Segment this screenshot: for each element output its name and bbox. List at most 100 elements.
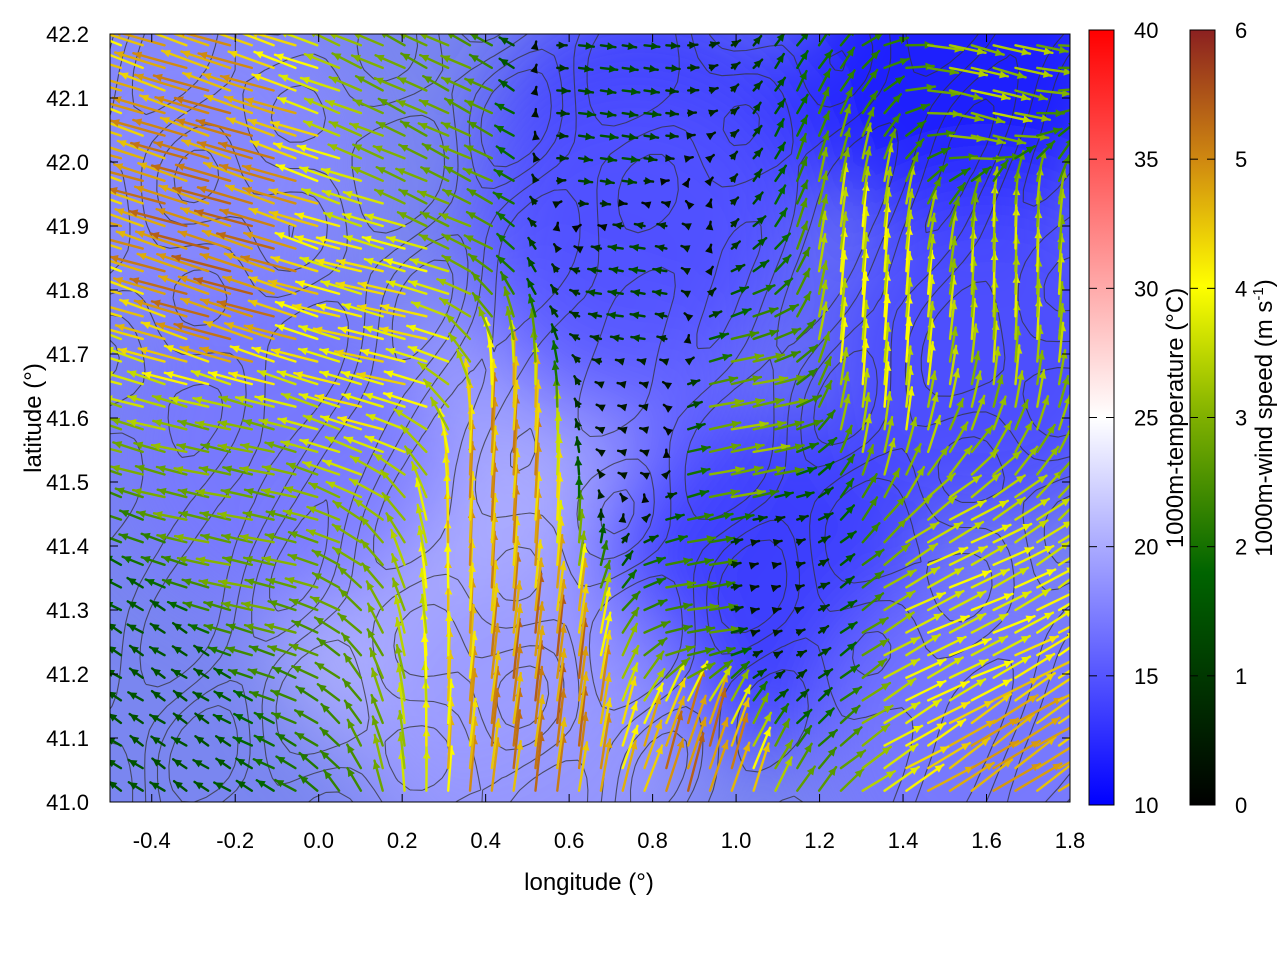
wind-arrow-shaft <box>133 299 188 318</box>
wind-arrow-head <box>442 255 452 264</box>
wind-arrow <box>150 163 210 183</box>
wind-arrow-head <box>173 759 183 768</box>
wind-arrow <box>291 664 319 679</box>
wind-arrow <box>299 256 341 273</box>
wind-arrow-head <box>244 555 253 564</box>
wind-arrow-head <box>164 371 174 379</box>
wind-arrow <box>149 781 166 792</box>
wind-arrow <box>118 533 144 544</box>
wind-arrow-shaft <box>133 73 188 92</box>
wind-arrow-head <box>288 553 298 562</box>
wind-colorbar-title-main: 1000m-wind speed (m s <box>1251 301 1278 557</box>
wind-arrow <box>391 577 406 612</box>
wind-arrow <box>335 281 384 295</box>
wind-arrow <box>110 623 123 634</box>
wind-arrow-head <box>145 579 155 587</box>
wind-arrow-shaft <box>193 277 254 295</box>
wind-arrow-head <box>96 29 105 36</box>
wind-arrow-head <box>110 395 113 403</box>
wind-arrow-head <box>391 554 399 564</box>
wind-arrow <box>256 369 297 386</box>
wind-arrow-head <box>1072 741 1081 749</box>
wind-arrow <box>320 280 363 295</box>
wind-arrow-head <box>174 781 183 790</box>
wind-arrow <box>320 702 341 725</box>
wind-arrow-head <box>159 184 169 193</box>
wind-arrow-head <box>257 370 267 378</box>
wind-arrow <box>356 371 406 386</box>
wind-arrow-head <box>116 34 121 37</box>
wind-arrow-head <box>497 234 506 243</box>
wind-arrow <box>201 229 254 250</box>
wind-arrow-head <box>152 758 162 767</box>
wind-arrow-head <box>128 759 138 768</box>
temperature-colorbar-tick-label: 20 <box>1134 535 1158 560</box>
wind-arrow-head <box>134 299 144 307</box>
wind-arrow-head <box>110 737 116 745</box>
wind-arrow <box>235 779 254 792</box>
wind-arrow-head <box>182 139 192 147</box>
wind-arrow-shaft <box>199 298 254 318</box>
wind-arrow-head <box>321 704 330 713</box>
wind-arrow <box>220 533 254 544</box>
wind-arrow-head <box>353 99 363 107</box>
wind-arrow <box>383 370 428 386</box>
wind-arrow-head <box>174 465 184 474</box>
wind-arrow-head <box>89 165 98 173</box>
wind-colorbar-tick-label: 5 <box>1235 147 1247 172</box>
wind-arrow-head <box>424 379 433 389</box>
wind-arrow-head <box>418 362 428 371</box>
wind-arrow-shaft <box>110 79 144 92</box>
wind-arrow <box>441 188 472 205</box>
wind-arrow <box>110 175 123 183</box>
wind-arrow <box>274 324 319 341</box>
wind-arrow-head <box>204 600 214 609</box>
wind-arrow <box>214 735 232 747</box>
wind-arrow <box>141 371 188 386</box>
wind-arrow-head <box>200 298 210 306</box>
wind-arrow-head <box>173 186 183 195</box>
wind-arrow-head <box>364 325 374 334</box>
y-tick-label: 42.1 <box>46 86 89 111</box>
wind-arrow-head <box>131 141 141 150</box>
wind-arrow-head <box>110 371 114 379</box>
wind-arrow-head <box>164 344 174 353</box>
wind-arrow <box>440 76 472 92</box>
wind-arrow-head <box>243 510 253 519</box>
wind-arrow-head <box>129 714 139 722</box>
wind-arrow-shaft <box>111 96 166 115</box>
wind-arrow-head <box>223 275 233 284</box>
wind-arrow-head <box>142 371 152 379</box>
wind-arrow <box>364 213 406 228</box>
wind-arrow <box>395 167 428 183</box>
wind-arrow <box>110 289 123 295</box>
wind-arrow <box>225 646 254 657</box>
wind-arrow <box>128 712 144 725</box>
wind-arrow <box>267 600 297 612</box>
wind-arrow-shaft <box>110 305 144 318</box>
wind-arrow <box>138 94 188 115</box>
wind-arrow-head <box>90 418 99 425</box>
wind-arrow-head <box>119 533 129 541</box>
wind-arrow <box>180 34 232 47</box>
wind-arrow-shaft <box>138 94 188 115</box>
wind-arrow-shaft <box>240 255 297 273</box>
wind-arrow-shaft <box>247 299 297 318</box>
wind-arrow-head <box>325 436 335 444</box>
wind-arrow-shaft <box>512 709 521 770</box>
wind-arrow-head <box>467 189 477 197</box>
wind-arrow <box>170 736 188 747</box>
wind-arrow <box>385 347 428 363</box>
wind-arrow-head <box>113 441 123 449</box>
wind-arrow-head <box>305 98 315 106</box>
wind-arrow-head <box>262 555 272 564</box>
wind-arrow <box>140 321 188 341</box>
wind-arrow-head <box>471 272 481 282</box>
wind-arrow-head <box>90 233 99 241</box>
wind-arrow <box>490 650 502 702</box>
wind-arrow <box>261 464 297 476</box>
wind-arrow-head <box>266 577 276 586</box>
wind-arrow-head <box>350 456 360 464</box>
wind-arrow-shaft <box>155 207 210 228</box>
wind-arrow <box>110 514 123 521</box>
